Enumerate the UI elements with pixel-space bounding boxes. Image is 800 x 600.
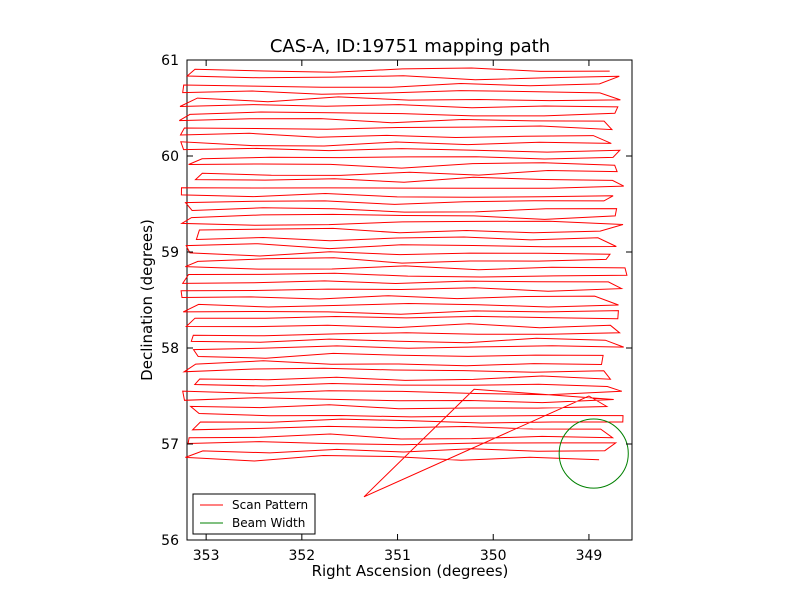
y-tick-label: 57	[161, 437, 179, 453]
y-axis: 56 57 58 59 60 61	[161, 53, 632, 549]
y-tick-label: 60	[161, 149, 179, 165]
chart-title: CAS-A, ID:19751 mapping path	[270, 36, 550, 57]
y-tick-label: 59	[161, 245, 179, 261]
y-tick-label: 58	[161, 341, 179, 357]
x-axis-label: Right Ascension (degrees)	[312, 562, 509, 580]
y-axis-label: Declination (degrees)	[138, 219, 156, 381]
series-layer	[179, 67, 629, 498]
x-tick-label: 350	[480, 548, 507, 564]
legend-label-scan-pattern: Scan Pattern	[232, 498, 308, 512]
x-tick-label: 353	[193, 548, 220, 564]
scan-pattern-line	[179, 67, 628, 498]
axes-frame	[186, 59, 633, 541]
legend-box	[192, 493, 316, 535]
x-tick-label: 352	[288, 548, 315, 564]
x-tick-label: 349	[576, 548, 603, 564]
legend: Scan Pattern Beam Width	[192, 493, 316, 535]
x-tick-label: 351	[384, 548, 411, 564]
x-axis: 353 352 351 350 349	[193, 60, 603, 564]
beam-width-circle	[558, 418, 629, 489]
y-tick-label: 56	[161, 533, 179, 549]
legend-label-beam-width: Beam Width	[232, 516, 305, 530]
y-tick-label: 61	[161, 53, 179, 69]
plot-area	[179, 59, 633, 541]
